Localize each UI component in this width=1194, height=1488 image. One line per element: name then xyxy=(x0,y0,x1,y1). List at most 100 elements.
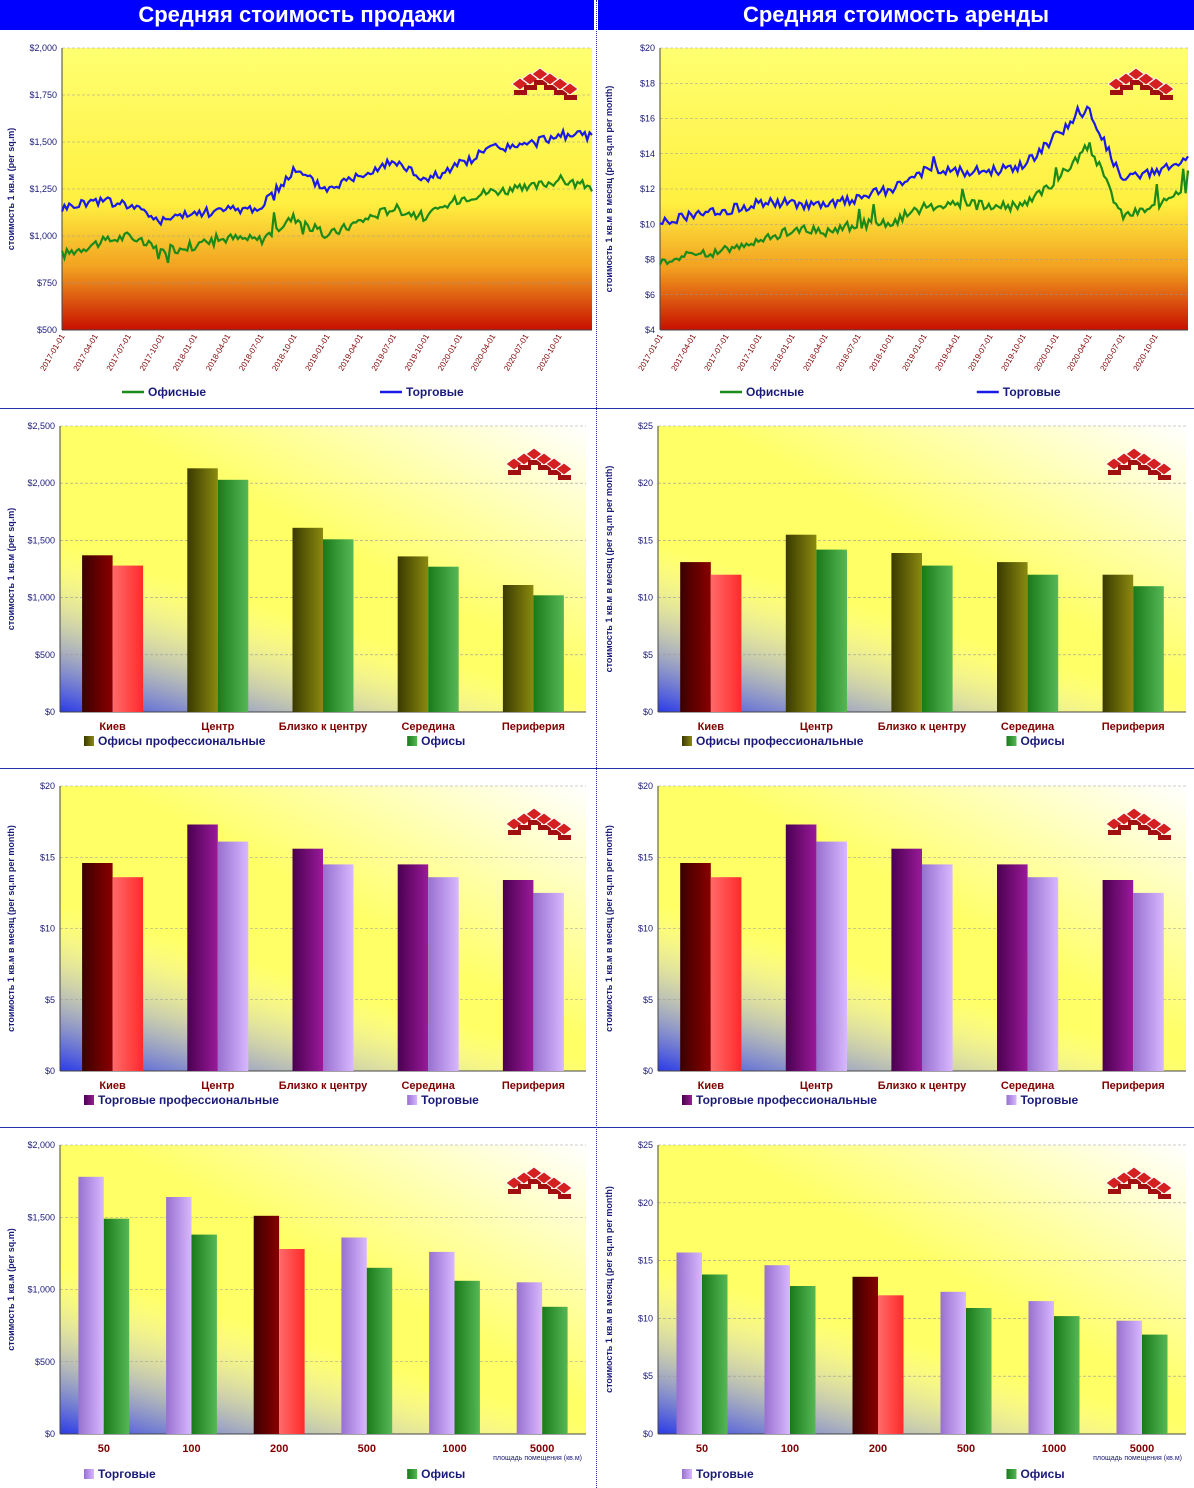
legend-swatch xyxy=(407,1469,418,1479)
bar xyxy=(816,841,847,1071)
plot-background xyxy=(660,48,1188,330)
bar xyxy=(533,892,564,1071)
y-tick-label: $25 xyxy=(638,1140,653,1150)
header-rent: Средняя стоимость аренды xyxy=(598,0,1194,30)
logo-icon xyxy=(1107,67,1175,100)
logo-icon xyxy=(1105,1166,1173,1199)
logo-icon xyxy=(1105,447,1173,480)
bar xyxy=(940,1291,966,1434)
legend-swatch xyxy=(1006,1095,1017,1105)
bar xyxy=(1102,574,1134,712)
bar xyxy=(764,1265,790,1434)
category-label: Центр xyxy=(800,721,833,733)
y-tick-label: $8 xyxy=(645,255,655,265)
y-axis-title: стоимость 1 кв.м (per sq.m) xyxy=(6,508,16,630)
x-tick-label: 2017-04-01 xyxy=(669,332,698,372)
x-tick-label: 2017-07-01 xyxy=(105,332,134,372)
bar xyxy=(187,824,218,1071)
y-tick-label: $500 xyxy=(35,1357,55,1367)
x-tick-label: 2019-01-01 xyxy=(303,332,332,372)
category-label: Середина xyxy=(1001,1080,1055,1092)
bar xyxy=(187,468,218,712)
y-tick-label: $2,500 xyxy=(27,421,55,431)
x-tick-label: 2017-01-01 xyxy=(636,332,665,372)
category-label: Близко к центру xyxy=(279,721,368,733)
series-line-offices xyxy=(659,142,1190,266)
y-axis-title: стоимость 1 кв.м (per sq.m) xyxy=(6,1228,16,1350)
category-label: Периферия xyxy=(502,1080,565,1092)
bar xyxy=(922,864,953,1071)
bar xyxy=(292,848,323,1071)
x-tick-label: 2020-07-01 xyxy=(502,332,531,372)
bar xyxy=(82,863,113,1071)
header-sale: Средняя стоимость продажи xyxy=(0,0,594,30)
category-label: Киев xyxy=(698,721,725,733)
row-divider-3 xyxy=(0,1127,1194,1128)
y-tick-label: $500 xyxy=(37,325,57,335)
legend-label: Офисные xyxy=(746,385,804,399)
legend-label: Торговые xyxy=(696,1467,754,1481)
y-tick-label: $20 xyxy=(638,478,653,488)
y-tick-label: $750 xyxy=(37,278,57,288)
legend-label: Офисы xyxy=(421,734,465,748)
x-tick-label: 2018-01-01 xyxy=(768,332,797,372)
y-tick-label: $1,250 xyxy=(29,184,57,194)
series-line-offices xyxy=(60,173,593,264)
legend-swatch xyxy=(682,1095,692,1105)
category-label: Киев xyxy=(99,1080,126,1092)
logo-icon xyxy=(511,67,579,100)
y-tick-label: $2,000 xyxy=(29,43,57,53)
bar xyxy=(542,1306,568,1434)
legend-label: Торговые xyxy=(1020,1093,1078,1107)
row-divider-2 xyxy=(0,768,1194,769)
row-divider-1 xyxy=(0,408,1194,409)
category-label: 5000 xyxy=(530,1443,554,1455)
bar xyxy=(217,479,249,712)
panel-rent-area: $0 $5 $10 $15 $20 $25 стоимость 1 кв.м в месяц… xyxy=(598,1129,1194,1488)
legend-label: Офисы xyxy=(421,1467,465,1481)
y-tick-label: $1,500 xyxy=(27,535,55,545)
x-tick-label: 2018-07-01 xyxy=(237,332,266,372)
x-tick-label: 2017-07-01 xyxy=(702,332,731,372)
y-tick-label: $6 xyxy=(645,290,655,300)
x-tick-label: 2017-10-01 xyxy=(138,332,167,372)
y-tick-label: $1,000 xyxy=(29,231,57,241)
y-tick-label: $20 xyxy=(40,781,55,791)
y-tick-label: $500 xyxy=(35,650,55,660)
y-tick-label: $20 xyxy=(638,781,653,791)
bar xyxy=(1054,1316,1080,1434)
x-tick-label: 2020-10-01 xyxy=(535,332,564,372)
x-tick-label: 2019-07-01 xyxy=(966,332,995,372)
bar xyxy=(397,864,429,1071)
bar xyxy=(710,574,742,712)
bar xyxy=(323,539,354,712)
category-label: 200 xyxy=(270,1443,288,1455)
x-tick-label: 2020-01-01 xyxy=(436,332,465,372)
y-tick-label: $4 xyxy=(645,325,655,335)
y-tick-label: $5 xyxy=(643,995,653,1005)
bar xyxy=(82,555,113,712)
category-label: 200 xyxy=(869,1443,887,1455)
legend-label: Торговые профессиональные xyxy=(98,1093,279,1107)
bar xyxy=(790,1286,816,1434)
x-tick-label: 2018-01-01 xyxy=(171,332,200,372)
x-tick-label: 2019-04-01 xyxy=(337,332,366,372)
y-axis-title: стоимость 1 кв.м в месяц (per sq.m per m… xyxy=(604,825,614,1032)
x-tick-label: 2020-10-01 xyxy=(1131,332,1160,372)
category-label: 1000 xyxy=(442,1443,466,1455)
bar xyxy=(878,1295,904,1434)
bar xyxy=(891,848,922,1071)
panel-sale-trend: $500 $750 $1,000 $1,250 $1,500 $1,750 $2,000 ст… xyxy=(0,32,594,406)
category-label: Середина xyxy=(401,721,455,733)
logo-icon xyxy=(505,807,573,840)
y-tick-label: $25 xyxy=(638,421,653,431)
panel-sale-area: $0 $500 $1,000 $1,500 $2,000 стоимость 1 кв.м… xyxy=(0,1129,594,1488)
y-tick-label: $5 xyxy=(45,995,55,1005)
bar xyxy=(103,1218,130,1434)
y-tick-label: $20 xyxy=(640,43,655,53)
category-label: 5000 xyxy=(1130,1443,1154,1455)
x-tick-label: 2017-04-01 xyxy=(72,332,101,372)
bar xyxy=(217,841,249,1071)
y-axis-title: стоимость 1 кв.м (per sq.m) xyxy=(6,128,16,250)
bar xyxy=(166,1197,192,1434)
